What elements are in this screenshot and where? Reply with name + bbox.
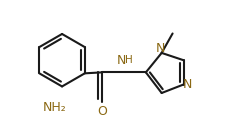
Text: H: H (125, 55, 133, 65)
Text: NH₂: NH₂ (43, 101, 67, 114)
Text: O: O (97, 105, 107, 118)
Text: N: N (116, 54, 126, 67)
Text: N: N (183, 78, 192, 91)
Text: N: N (156, 42, 166, 55)
